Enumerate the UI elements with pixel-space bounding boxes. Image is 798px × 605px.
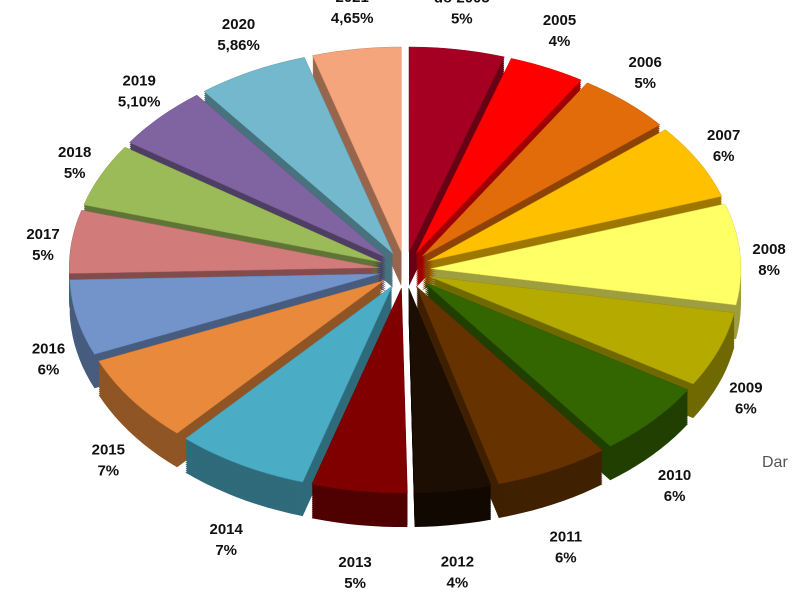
category-label: 2017 (26, 226, 59, 243)
slice (416, 286, 603, 485)
category-label: 2021 (336, 0, 369, 6)
slice (83, 146, 382, 263)
slice (203, 57, 394, 254)
value-label: 7% (215, 542, 237, 559)
value-label: 5,86% (217, 37, 260, 54)
value-label: 4,65% (331, 10, 374, 27)
value-label: 6% (38, 361, 60, 378)
value-label: 6% (664, 488, 686, 505)
category-label: 2019 (123, 72, 156, 89)
slice (421, 82, 661, 257)
value-label: 6% (735, 401, 757, 418)
value-label: 5% (451, 10, 473, 27)
category-label: 2015 (92, 442, 125, 459)
annotation: Dar (762, 454, 788, 471)
slice (185, 285, 393, 483)
category-label: do 2005 (434, 0, 490, 6)
category-label: 2006 (629, 54, 662, 71)
category-label: 2020 (222, 16, 255, 33)
category-label: 2018 (58, 144, 91, 161)
category-label: 2008 (752, 241, 785, 258)
slice (68, 210, 380, 274)
value-label: 4% (447, 575, 469, 592)
slice (98, 280, 385, 434)
category-label: 2016 (32, 340, 65, 357)
value-label: 8% (758, 262, 780, 279)
slice (408, 46, 505, 253)
category-label: 2005 (543, 12, 576, 29)
slice (424, 282, 689, 447)
category-label: 2009 (729, 380, 762, 397)
category-label: 2007 (707, 127, 740, 144)
value-label: 5% (344, 575, 366, 592)
slice (430, 203, 742, 306)
value-label: 5,10% (118, 93, 161, 110)
slice (429, 276, 735, 385)
slice (415, 58, 582, 254)
slice (69, 273, 380, 355)
slice (427, 129, 723, 262)
slice (408, 287, 492, 494)
value-label: 7% (97, 463, 119, 480)
category-label: 2013 (338, 554, 371, 571)
slice (312, 46, 402, 253)
category-label: 2010 (658, 467, 691, 484)
value-label: 6% (713, 148, 735, 165)
value-label: 4% (549, 33, 571, 50)
category-label: 2014 (210, 521, 244, 538)
value-label: 5% (64, 165, 86, 182)
value-label: 6% (555, 549, 577, 566)
value-label: 5% (634, 75, 656, 92)
slice (129, 94, 387, 258)
category-label: 2012 (441, 554, 474, 571)
category-label: 2011 (550, 528, 583, 545)
slice (311, 287, 408, 494)
value-label: 5% (32, 247, 54, 264)
